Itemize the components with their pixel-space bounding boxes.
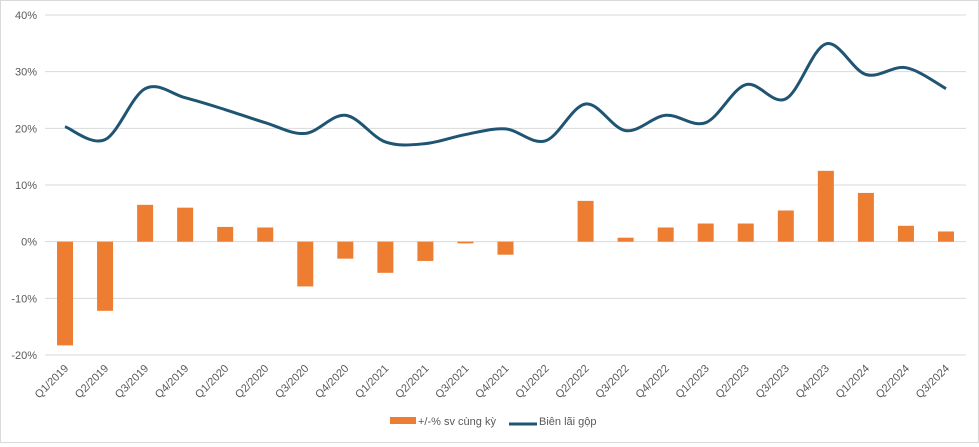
- bar: [618, 238, 634, 242]
- bar: [337, 242, 353, 259]
- x-tick-label: Q3/2020: [273, 363, 311, 401]
- bar: [778, 211, 794, 242]
- y-tick-label: 20%: [15, 123, 37, 135]
- bar: [498, 242, 514, 255]
- bar: [658, 228, 674, 242]
- y-tick-label: 10%: [15, 180, 37, 192]
- bar: [578, 201, 594, 242]
- bar: [297, 242, 313, 287]
- x-tick-label: Q3/2022: [593, 363, 631, 401]
- x-tick-label: Q1/2021: [353, 363, 391, 401]
- bar: [257, 228, 273, 242]
- y-tick-label: 40%: [15, 10, 37, 22]
- legend-label-line: Biên lãi gộp: [539, 416, 597, 428]
- legend-label-bar: +/-% sv cùng kỳ: [418, 416, 496, 428]
- x-tick-label: Q2/2020: [233, 363, 271, 401]
- x-tick-label: Q1/2019: [33, 363, 71, 401]
- x-tick-label: Q1/2020: [193, 363, 231, 401]
- bar: [417, 242, 433, 261]
- x-tick-label: Q3/2023: [754, 363, 792, 401]
- x-tick-label: Q3/2024: [914, 363, 952, 401]
- bar: [57, 242, 73, 346]
- x-tick-label: Q1/2022: [513, 363, 551, 401]
- x-tick-label: Q1/2023: [674, 363, 712, 401]
- x-tick-label: Q3/2021: [433, 363, 471, 401]
- x-tick-label: Q4/2023: [794, 363, 832, 401]
- line-series: [65, 44, 946, 145]
- bar: [177, 208, 193, 242]
- x-tick-label: Q4/2022: [633, 363, 671, 401]
- y-tick-label: -10%: [11, 293, 37, 305]
- x-tick-label: Q4/2020: [313, 363, 351, 401]
- legend: +/-% sv cùng kỳ Biên lãi gộp: [390, 416, 597, 428]
- x-tick-label: Q4/2019: [153, 363, 191, 401]
- x-tick-label: Q2/2023: [714, 363, 752, 401]
- x-tick-label: Q2/2022: [553, 363, 591, 401]
- bar: [137, 205, 153, 242]
- legend-swatch-bar: [390, 417, 416, 424]
- x-tick-label: Q2/2021: [393, 363, 431, 401]
- y-axis-ticks: -20% -10% 0% 10% 20% 30% 40%: [11, 10, 37, 362]
- x-tick-label: Q4/2021: [473, 363, 511, 401]
- y-tick-label: -20%: [11, 350, 37, 362]
- bar: [457, 242, 473, 244]
- bar: [698, 224, 714, 242]
- bar-series: [57, 171, 954, 346]
- line-path: [65, 44, 946, 145]
- bar: [938, 231, 954, 241]
- bar: [217, 227, 233, 242]
- bar: [858, 193, 874, 242]
- x-tick-label: Q3/2019: [113, 363, 151, 401]
- x-tick-label: Q2/2024: [874, 363, 912, 401]
- bar: [377, 242, 393, 273]
- x-tick-label: Q1/2024: [834, 363, 872, 401]
- bar: [97, 242, 113, 311]
- x-tick-label: Q2/2019: [73, 363, 111, 401]
- bar: [818, 171, 834, 242]
- y-tick-label: 0%: [21, 237, 37, 249]
- y-tick-label: 30%: [15, 67, 37, 79]
- bar: [738, 224, 754, 242]
- bar: [898, 226, 914, 242]
